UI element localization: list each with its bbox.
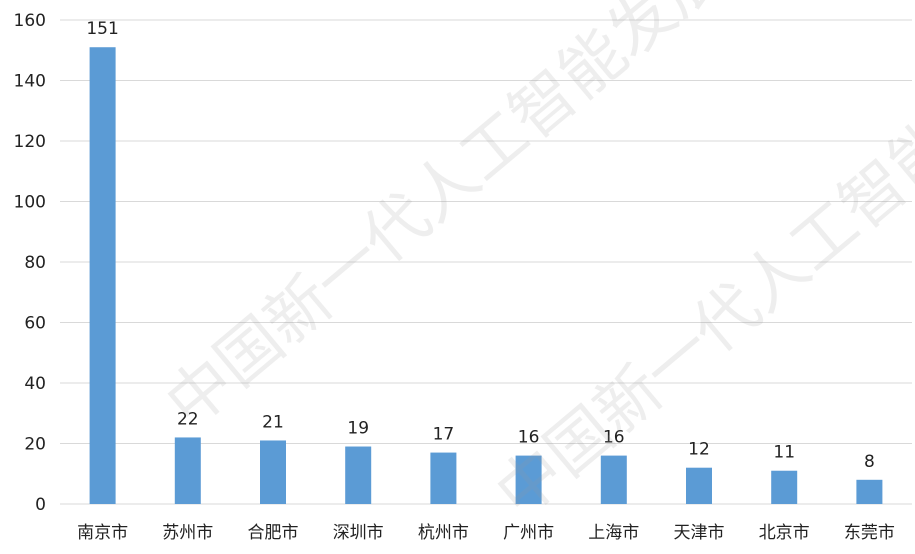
bar [430,452,457,504]
bars [89,47,883,504]
x-category-label: 苏州市 [162,523,213,543]
y-tick-label: 140 [14,72,46,92]
y-tick-label: 60 [24,314,46,334]
y-tick-label: 40 [24,374,46,394]
y-tick-label: 20 [24,435,46,455]
x-category-label: 合肥市 [248,523,299,543]
x-category-label: 南京市 [77,523,128,543]
data-label: 151 [86,19,118,39]
bar [856,479,883,504]
y-tick-label: 80 [24,253,46,273]
data-label: 21 [262,412,284,432]
x-category-label: 杭州市 [418,523,469,543]
data-label: 16 [603,428,625,448]
bar [771,470,798,504]
bar [89,47,116,504]
y-tick-label: 100 [14,193,46,213]
bar [600,455,627,504]
bar [345,446,372,504]
bar [515,455,542,504]
gridlines [60,19,912,505]
data-label: 8 [864,452,875,472]
x-category-label: 上海市 [588,523,639,543]
bar [260,440,286,504]
bar [174,437,201,504]
y-tick-label: 160 [14,11,46,31]
y-tick-label: 120 [14,132,46,152]
x-category-label: 北京市 [759,523,810,543]
y-tick-label: 0 [35,495,46,515]
data-label: 16 [518,428,540,448]
x-category-label: 广州市 [503,523,554,543]
data-label: 11 [773,443,795,463]
data-label: 19 [347,419,369,439]
bar [686,467,712,504]
x-category-label: 深圳市 [333,523,384,543]
data-label: 12 [688,440,710,460]
data-label: 17 [433,425,455,445]
x-category-label: 东莞市 [844,523,895,543]
data-label: 22 [177,409,199,429]
x-category-label: 天津市 [674,523,725,543]
data-labels: 151 22 21 19 17 16 16 12 11 8 [86,19,874,472]
x-axis-categories: 南京市 苏州市 合肥市 深圳市 杭州市 广州市 上海市 天津市 北京市 东莞市 [77,523,895,543]
y-axis-ticks: 0 20 40 60 80 100 120 140 160 [14,11,46,515]
